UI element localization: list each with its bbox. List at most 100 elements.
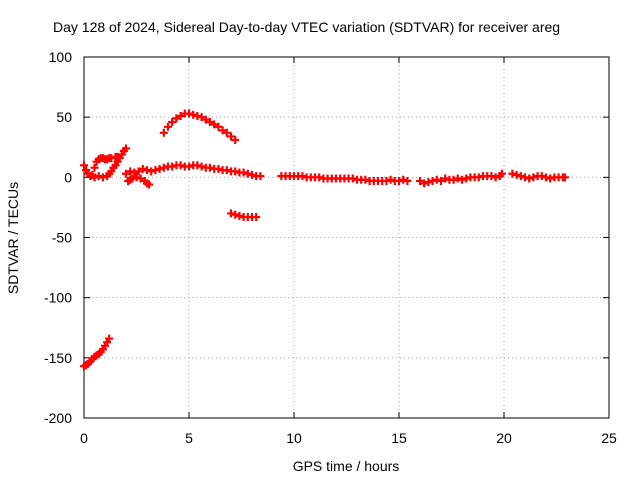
series-arc-rising-diagonal [90, 144, 130, 182]
y-tick-label: -50 [52, 230, 72, 246]
data-point [90, 173, 99, 182]
data-point [159, 128, 168, 137]
data-point [243, 169, 252, 178]
data-point [193, 111, 202, 120]
series-arc-dip [124, 173, 154, 189]
data-point [416, 176, 424, 185]
data-point [107, 154, 116, 163]
data-point [80, 161, 88, 170]
x-axis-label: GPS time / hours [293, 458, 400, 474]
data-point [386, 175, 395, 184]
data-point [453, 174, 462, 183]
y-tick-label: -100 [44, 290, 72, 306]
data-point [151, 166, 160, 175]
data-point [231, 136, 240, 145]
data-point [197, 113, 206, 122]
y-axis-label: SDTVAR / TECUs [5, 182, 21, 294]
data-point [122, 169, 130, 178]
data-point [437, 176, 445, 185]
series-arc-late-a [416, 169, 506, 188]
data-point [155, 164, 164, 173]
data-point [222, 166, 231, 175]
ticks [83, 56, 610, 419]
x-tick-label: 10 [286, 430, 302, 446]
data-point [403, 176, 412, 185]
data-point [105, 334, 114, 343]
data-point [122, 144, 130, 153]
data-point [128, 174, 137, 183]
data-point [147, 167, 156, 176]
data-point [130, 168, 139, 177]
data-point [542, 173, 550, 182]
data-point [315, 173, 324, 182]
data-point [159, 163, 168, 172]
data-point [424, 178, 433, 187]
data-point [256, 172, 265, 181]
data-point [132, 173, 141, 182]
data-point [214, 122, 223, 131]
y-tick-label: -200 [44, 410, 72, 426]
data-point [185, 162, 193, 171]
data-point [487, 172, 496, 181]
data-point [491, 173, 500, 182]
series-arc-main [122, 161, 412, 185]
y-tick-label: -150 [44, 350, 72, 366]
series-arc-low-start [80, 334, 114, 371]
tick-labels: 0 5 10 15 20 25 100 50 0 -50 -100 -150 -200 [44, 49, 617, 446]
data-point [560, 173, 569, 182]
data-point [189, 110, 198, 119]
data-point [462, 174, 471, 183]
data-point [546, 174, 555, 183]
data-point [252, 213, 261, 222]
data-point [206, 117, 214, 126]
data-point [231, 210, 240, 219]
data-point [218, 126, 227, 135]
series-arc-late-b [508, 169, 569, 183]
data-point [497, 169, 506, 178]
data-point [298, 172, 307, 181]
y-tick-label: 0 [64, 169, 72, 185]
x-tick-label: 25 [601, 430, 617, 446]
series-arc-negative-small [227, 209, 261, 222]
data-point [239, 168, 248, 177]
x-tick-label: 20 [496, 430, 512, 446]
data-point [90, 163, 99, 172]
data-point [361, 175, 370, 184]
data-point [134, 167, 143, 176]
data-point [474, 173, 483, 182]
data-point [193, 161, 202, 170]
data-point [508, 169, 517, 178]
series-arc-near-zero-start [80, 152, 122, 181]
data-point [458, 175, 466, 184]
data-point [521, 173, 529, 182]
grid [84, 57, 609, 418]
data-point [428, 176, 437, 185]
data-point [185, 109, 193, 118]
data-point [231, 167, 240, 176]
data-point [399, 175, 408, 184]
x-tick-label: 15 [391, 430, 407, 446]
data-point [348, 174, 357, 183]
data-point [168, 117, 177, 126]
data-point [98, 173, 107, 182]
data-point [248, 170, 256, 179]
series-arc-hump [159, 109, 240, 145]
data-point [145, 180, 154, 189]
data-point [126, 167, 135, 176]
data-point [395, 176, 403, 185]
data-point [516, 172, 525, 181]
data-point [94, 172, 103, 181]
y-tick-label: 100 [49, 49, 73, 65]
data-point [176, 111, 185, 120]
data-point [512, 170, 521, 179]
data-point [136, 174, 145, 183]
data-point [432, 175, 441, 184]
data-point [537, 172, 546, 181]
data-point [227, 132, 235, 141]
data-point [222, 128, 231, 137]
data-point [214, 164, 223, 173]
data-point [138, 164, 147, 173]
data-point [227, 209, 235, 218]
data-points [80, 109, 569, 371]
